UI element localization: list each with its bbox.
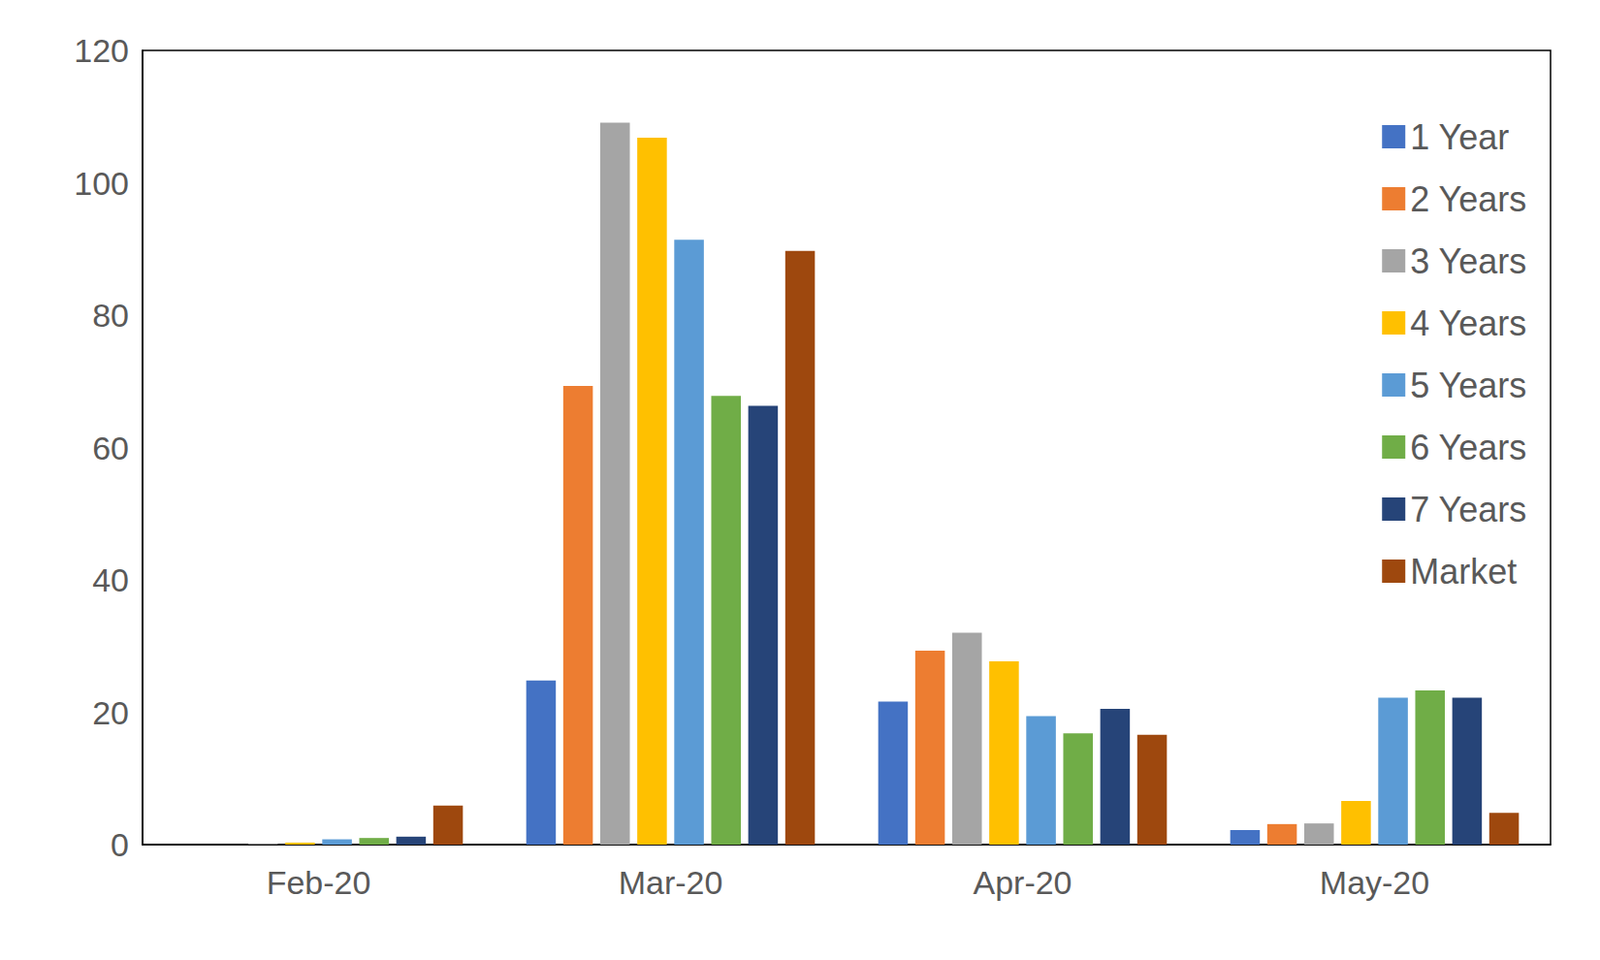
svg-text:1 Year: 1 Year	[1409, 117, 1509, 158]
svg-text:40: 40	[92, 561, 129, 599]
svg-text:5 Years: 5 Years	[1409, 365, 1527, 406]
svg-text:7 Years: 7 Years	[1409, 489, 1527, 530]
svg-text:20: 20	[92, 694, 129, 732]
svg-text:2 Years: 2 Years	[1409, 179, 1527, 220]
svg-text:May-20: May-20	[1319, 864, 1430, 901]
svg-text:60: 60	[92, 429, 129, 467]
svg-text:4 Years: 4 Years	[1409, 303, 1527, 344]
svg-text:6 Years: 6 Years	[1409, 427, 1527, 468]
svg-text:Apr-20: Apr-20	[972, 864, 1072, 901]
svg-text:100: 100	[73, 164, 129, 202]
svg-text:120: 120	[73, 32, 129, 69]
svg-text:3 Years: 3 Years	[1409, 241, 1527, 282]
svg-text:80: 80	[92, 296, 129, 334]
svg-text:0: 0	[110, 826, 129, 864]
svg-text:Feb-20: Feb-20	[266, 864, 372, 901]
svg-text:Market: Market	[1409, 551, 1517, 592]
svg-text:Mar-20: Mar-20	[618, 864, 724, 901]
